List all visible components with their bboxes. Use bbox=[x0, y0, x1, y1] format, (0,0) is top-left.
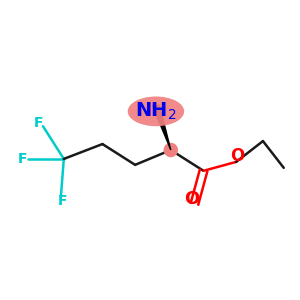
Ellipse shape bbox=[128, 97, 184, 126]
Text: F: F bbox=[34, 116, 43, 130]
Text: O: O bbox=[231, 147, 245, 165]
Text: O: O bbox=[184, 190, 199, 208]
Text: NH$_2$: NH$_2$ bbox=[135, 101, 177, 122]
Text: F: F bbox=[58, 194, 67, 208]
Circle shape bbox=[164, 143, 177, 157]
Text: F: F bbox=[17, 152, 27, 166]
Polygon shape bbox=[152, 105, 171, 150]
